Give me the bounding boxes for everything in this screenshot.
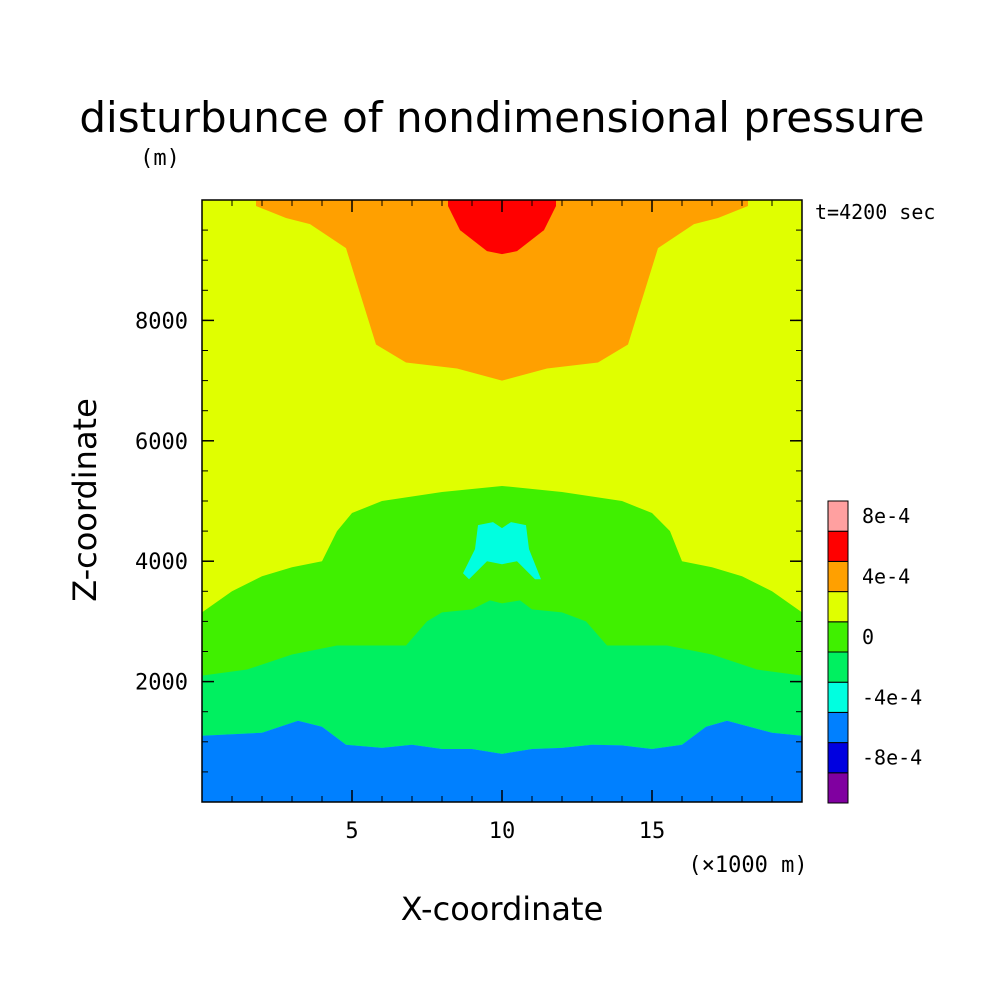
axis-ticks: 5 10 15 2000 4000 6000 8000 (135, 200, 802, 844)
band-1 (202, 720, 802, 802)
colorbar-swatch (827, 560, 849, 593)
colorbar-swatch (827, 772, 849, 804)
colorbar-swatch (827, 681, 849, 713)
colorbar-label: 4e-4 (862, 565, 910, 589)
chart-title: disturbunce of nondimensional pressure (79, 93, 924, 142)
colorbar-swatch (827, 651, 849, 683)
colorbar-swatch (827, 530, 849, 562)
colorbar-label: -8e-4 (862, 746, 922, 770)
colorbar-swatch (827, 711, 849, 744)
y-tick-label: 4000 (135, 550, 188, 575)
colorbar-swatch (827, 500, 849, 532)
colorbar-swatch (827, 742, 849, 774)
colorbar-swatch (827, 591, 849, 623)
colorbar-swatch (827, 621, 849, 653)
units-label: (m) (140, 146, 180, 171)
y-axis-label: Z-coordinate (66, 398, 104, 602)
band-island (463, 522, 541, 580)
colorbar-label: 8e-4 (862, 504, 910, 528)
x-tick-label: 10 (489, 819, 516, 844)
band-6 (256, 200, 748, 381)
x-tick-label: 15 (639, 819, 666, 844)
time-label: t=4200 sec (815, 200, 935, 224)
colorbar-label: -4e-4 (862, 685, 922, 709)
x-unit-label: (×1000 m) (688, 853, 807, 878)
y-tick-label: 2000 (135, 671, 188, 696)
x-axis-label: X-coordinate (401, 890, 604, 928)
plot-area (202, 200, 802, 802)
band-7 (448, 200, 556, 255)
y-tick-label: 8000 (135, 309, 188, 334)
colorbar-label: 0 (862, 625, 874, 649)
colorbar: -8e-4 -4e-4 0 4e-4 8e-4 (827, 500, 922, 804)
y-tick-label: 6000 (135, 430, 188, 455)
x-tick-label: 5 (345, 819, 358, 844)
